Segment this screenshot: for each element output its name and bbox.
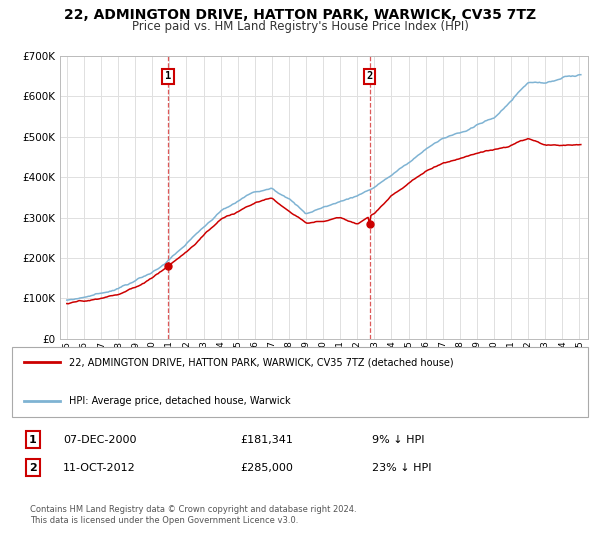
Text: 1: 1 — [165, 71, 172, 81]
Text: 9% ↓ HPI: 9% ↓ HPI — [372, 435, 425, 445]
Text: £181,341: £181,341 — [240, 435, 293, 445]
Text: 22, ADMINGTON DRIVE, HATTON PARK, WARWICK, CV35 7TZ (detached house): 22, ADMINGTON DRIVE, HATTON PARK, WARWIC… — [69, 357, 454, 367]
Text: 1: 1 — [29, 435, 37, 445]
Text: Price paid vs. HM Land Registry's House Price Index (HPI): Price paid vs. HM Land Registry's House … — [131, 20, 469, 33]
Text: 22, ADMINGTON DRIVE, HATTON PARK, WARWICK, CV35 7TZ: 22, ADMINGTON DRIVE, HATTON PARK, WARWIC… — [64, 8, 536, 22]
Text: 23% ↓ HPI: 23% ↓ HPI — [372, 463, 431, 473]
Text: 2: 2 — [367, 71, 373, 81]
Text: £285,000: £285,000 — [240, 463, 293, 473]
Text: 2: 2 — [29, 463, 37, 473]
Text: HPI: Average price, detached house, Warwick: HPI: Average price, detached house, Warw… — [69, 396, 290, 406]
Text: 07-DEC-2000: 07-DEC-2000 — [63, 435, 137, 445]
Text: 11-OCT-2012: 11-OCT-2012 — [63, 463, 136, 473]
Text: Contains HM Land Registry data © Crown copyright and database right 2024.
This d: Contains HM Land Registry data © Crown c… — [30, 505, 356, 525]
